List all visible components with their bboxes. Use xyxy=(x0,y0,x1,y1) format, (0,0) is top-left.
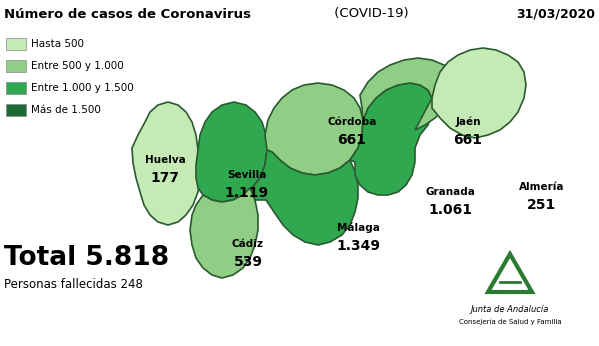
Text: 251: 251 xyxy=(527,198,556,212)
Text: 661: 661 xyxy=(453,133,483,147)
Polygon shape xyxy=(132,102,200,225)
Text: Hasta 500: Hasta 500 xyxy=(31,39,84,49)
Text: Personas fallecidas 248: Personas fallecidas 248 xyxy=(4,277,143,291)
FancyBboxPatch shape xyxy=(6,104,26,116)
Text: Málaga: Málaga xyxy=(337,223,379,233)
Polygon shape xyxy=(502,272,518,290)
Text: Huelva: Huelva xyxy=(144,155,185,165)
Text: 539: 539 xyxy=(234,255,262,269)
Text: Almería: Almería xyxy=(519,182,565,192)
FancyBboxPatch shape xyxy=(6,38,26,50)
Text: Total 5.818: Total 5.818 xyxy=(4,245,169,271)
FancyBboxPatch shape xyxy=(6,82,26,94)
Text: 1.119: 1.119 xyxy=(225,186,269,200)
Polygon shape xyxy=(350,83,432,195)
FancyBboxPatch shape xyxy=(6,60,26,72)
Text: Entre 1.000 y 1.500: Entre 1.000 y 1.500 xyxy=(31,83,134,93)
Polygon shape xyxy=(190,188,258,278)
Text: 661: 661 xyxy=(337,133,367,147)
Text: (COVID-19): (COVID-19) xyxy=(330,8,409,20)
Polygon shape xyxy=(196,102,267,202)
Text: Cádiz: Cádiz xyxy=(232,239,264,249)
Text: Granada: Granada xyxy=(425,187,475,197)
Text: Junta de Andalucía: Junta de Andalucía xyxy=(471,306,549,315)
Text: 1.349: 1.349 xyxy=(336,239,380,253)
Text: Córdoba: Córdoba xyxy=(327,117,377,127)
Text: Entre 500 y 1.000: Entre 500 y 1.000 xyxy=(31,61,124,71)
Polygon shape xyxy=(360,58,455,130)
Text: 31/03/2020: 31/03/2020 xyxy=(516,8,595,20)
Polygon shape xyxy=(265,83,363,175)
Text: Consejería de Salud y Familia: Consejería de Salud y Familia xyxy=(459,319,561,325)
Polygon shape xyxy=(252,150,358,245)
Text: Sevilla: Sevilla xyxy=(227,170,267,180)
Text: Jaén: Jaén xyxy=(455,117,481,127)
Polygon shape xyxy=(432,48,526,138)
Text: 1.061: 1.061 xyxy=(428,203,472,217)
Text: 177: 177 xyxy=(150,171,180,185)
Text: Más de 1.500: Más de 1.500 xyxy=(31,105,101,115)
Text: Número de casos de Coronavirus: Número de casos de Coronavirus xyxy=(4,8,251,20)
